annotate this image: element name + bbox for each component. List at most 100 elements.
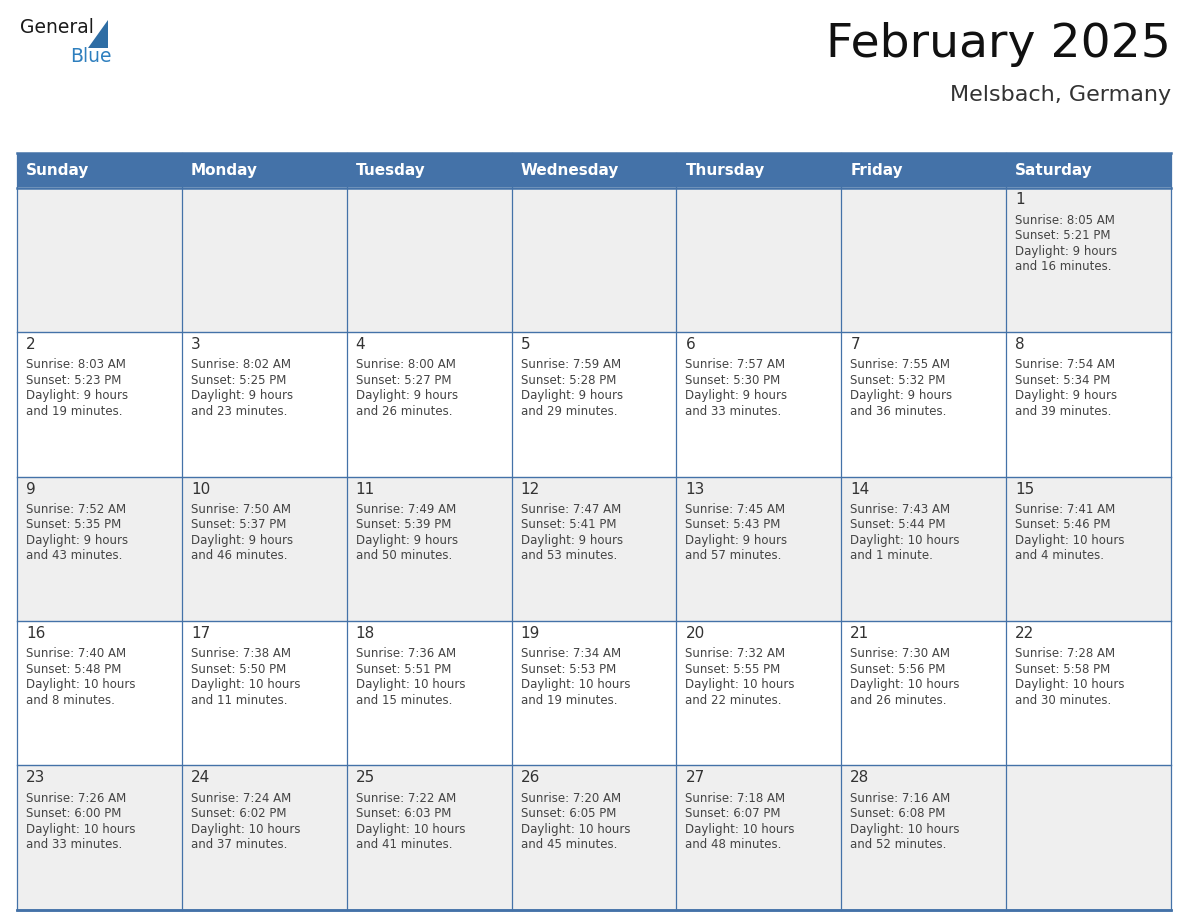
Text: and 52 minutes.: and 52 minutes.	[851, 838, 947, 851]
Text: Daylight: 10 hours: Daylight: 10 hours	[191, 823, 301, 836]
Text: General: General	[20, 18, 94, 37]
Text: 11: 11	[355, 482, 375, 497]
Text: 24: 24	[191, 770, 210, 786]
Text: Sunset: 5:23 PM: Sunset: 5:23 PM	[26, 374, 121, 386]
Text: Sunrise: 7:47 AM: Sunrise: 7:47 AM	[520, 503, 621, 516]
Text: and 46 minutes.: and 46 minutes.	[191, 549, 287, 563]
Text: Sunrise: 7:32 AM: Sunrise: 7:32 AM	[685, 647, 785, 660]
Text: Sunrise: 7:30 AM: Sunrise: 7:30 AM	[851, 647, 950, 660]
Text: Sunset: 5:21 PM: Sunset: 5:21 PM	[1015, 230, 1111, 242]
Text: Sunset: 5:30 PM: Sunset: 5:30 PM	[685, 374, 781, 386]
Text: 14: 14	[851, 482, 870, 497]
Text: and 29 minutes.: and 29 minutes.	[520, 405, 617, 418]
Text: and 22 minutes.: and 22 minutes.	[685, 694, 782, 707]
Text: Daylight: 9 hours: Daylight: 9 hours	[355, 389, 457, 402]
Text: and 48 minutes.: and 48 minutes.	[685, 838, 782, 851]
Bar	[17, 332, 1171, 354]
Text: 12: 12	[520, 482, 539, 497]
Text: Sunrise: 7:20 AM: Sunrise: 7:20 AM	[520, 792, 620, 805]
Text: and 26 minutes.: and 26 minutes.	[851, 694, 947, 707]
Text: and 33 minutes.: and 33 minutes.	[26, 838, 122, 851]
Text: Daylight: 10 hours: Daylight: 10 hours	[191, 678, 301, 691]
Text: Sunrise: 7:59 AM: Sunrise: 7:59 AM	[520, 358, 620, 372]
Text: Daylight: 9 hours: Daylight: 9 hours	[191, 389, 293, 402]
Text: Daylight: 9 hours: Daylight: 9 hours	[26, 534, 128, 547]
Text: and 30 minutes.: and 30 minutes.	[1015, 694, 1112, 707]
Text: 3: 3	[191, 337, 201, 352]
Text: Sunrise: 7:34 AM: Sunrise: 7:34 AM	[520, 647, 620, 660]
Text: Daylight: 10 hours: Daylight: 10 hours	[851, 823, 960, 836]
Text: Sunset: 5:51 PM: Sunset: 5:51 PM	[355, 663, 451, 676]
Text: 27: 27	[685, 770, 704, 786]
Text: and 26 minutes.: and 26 minutes.	[355, 405, 453, 418]
Text: 23: 23	[26, 770, 45, 786]
Text: Daylight: 9 hours: Daylight: 9 hours	[851, 389, 953, 402]
Text: and 15 minutes.: and 15 minutes.	[355, 694, 453, 707]
Text: 15: 15	[1015, 482, 1035, 497]
Text: 25: 25	[355, 770, 375, 786]
Bar	[17, 476, 1171, 621]
Text: Sunrise: 7:16 AM: Sunrise: 7:16 AM	[851, 792, 950, 805]
Text: Sunrise: 8:02 AM: Sunrise: 8:02 AM	[191, 358, 291, 372]
Text: Sunset: 5:35 PM: Sunset: 5:35 PM	[26, 519, 121, 532]
Bar	[17, 766, 1171, 910]
Text: Sunset: 5:28 PM: Sunset: 5:28 PM	[520, 374, 615, 386]
Text: Sunrise: 7:28 AM: Sunrise: 7:28 AM	[1015, 647, 1116, 660]
Text: Sunrise: 7:43 AM: Sunrise: 7:43 AM	[851, 503, 950, 516]
Text: and 39 minutes.: and 39 minutes.	[1015, 405, 1112, 418]
Text: and 57 minutes.: and 57 minutes.	[685, 549, 782, 563]
Text: 7: 7	[851, 337, 860, 352]
Text: 6: 6	[685, 337, 695, 352]
Text: Tuesday: Tuesday	[355, 162, 425, 178]
Text: and 36 minutes.: and 36 minutes.	[851, 405, 947, 418]
Text: Melsbach, Germany: Melsbach, Germany	[950, 85, 1171, 105]
Text: and 4 minutes.: and 4 minutes.	[1015, 549, 1104, 563]
Text: 13: 13	[685, 482, 704, 497]
Text: Sunset: 5:34 PM: Sunset: 5:34 PM	[1015, 374, 1111, 386]
Text: 19: 19	[520, 626, 541, 641]
Text: 21: 21	[851, 626, 870, 641]
Text: Sunset: 5:58 PM: Sunset: 5:58 PM	[1015, 663, 1111, 676]
Text: Sunset: 6:05 PM: Sunset: 6:05 PM	[520, 808, 615, 821]
Text: Sunrise: 7:22 AM: Sunrise: 7:22 AM	[355, 792, 456, 805]
Text: and 45 minutes.: and 45 minutes.	[520, 838, 617, 851]
Text: Sunrise: 7:26 AM: Sunrise: 7:26 AM	[26, 792, 126, 805]
Text: Daylight: 9 hours: Daylight: 9 hours	[520, 534, 623, 547]
Text: Daylight: 9 hours: Daylight: 9 hours	[685, 534, 788, 547]
Bar	[17, 332, 1171, 476]
Text: February 2025: February 2025	[826, 22, 1171, 67]
Text: 8: 8	[1015, 337, 1025, 352]
Bar	[17, 621, 1171, 766]
Text: Daylight: 10 hours: Daylight: 10 hours	[1015, 534, 1125, 547]
Text: and 19 minutes.: and 19 minutes.	[520, 694, 617, 707]
Text: and 1 minute.: and 1 minute.	[851, 549, 933, 563]
Text: and 8 minutes.: and 8 minutes.	[26, 694, 115, 707]
Text: 20: 20	[685, 626, 704, 641]
Text: Daylight: 10 hours: Daylight: 10 hours	[26, 678, 135, 691]
Text: Sunrise: 7:45 AM: Sunrise: 7:45 AM	[685, 503, 785, 516]
Text: Blue: Blue	[70, 48, 112, 66]
Text: 10: 10	[191, 482, 210, 497]
Text: Sunset: 5:55 PM: Sunset: 5:55 PM	[685, 663, 781, 676]
Text: Thursday: Thursday	[685, 162, 765, 178]
Text: Daylight: 10 hours: Daylight: 10 hours	[851, 534, 960, 547]
Text: Sunrise: 8:05 AM: Sunrise: 8:05 AM	[1015, 214, 1116, 227]
Text: and 19 minutes.: and 19 minutes.	[26, 405, 122, 418]
Text: Sunrise: 7:57 AM: Sunrise: 7:57 AM	[685, 358, 785, 372]
Text: Sunrise: 8:00 AM: Sunrise: 8:00 AM	[355, 358, 455, 372]
Text: Sunset: 5:44 PM: Sunset: 5:44 PM	[851, 519, 946, 532]
Text: Sunset: 5:41 PM: Sunset: 5:41 PM	[520, 519, 617, 532]
Text: Monday: Monday	[191, 162, 258, 178]
Text: Daylight: 10 hours: Daylight: 10 hours	[520, 823, 630, 836]
Text: and 53 minutes.: and 53 minutes.	[520, 549, 617, 563]
Text: 1: 1	[1015, 193, 1025, 207]
Text: Sunset: 5:43 PM: Sunset: 5:43 PM	[685, 519, 781, 532]
Text: Daylight: 10 hours: Daylight: 10 hours	[520, 678, 630, 691]
Text: 4: 4	[355, 337, 366, 352]
Text: Daylight: 9 hours: Daylight: 9 hours	[355, 534, 457, 547]
Text: Daylight: 9 hours: Daylight: 9 hours	[685, 389, 788, 402]
Text: Sunrise: 7:24 AM: Sunrise: 7:24 AM	[191, 792, 291, 805]
Text: Sunset: 6:02 PM: Sunset: 6:02 PM	[191, 808, 286, 821]
Text: Sunset: 5:27 PM: Sunset: 5:27 PM	[355, 374, 451, 386]
Text: Daylight: 9 hours: Daylight: 9 hours	[520, 389, 623, 402]
